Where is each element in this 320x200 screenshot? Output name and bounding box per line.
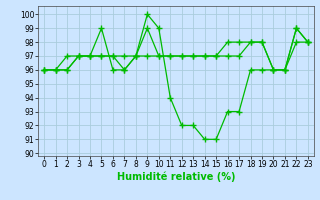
X-axis label: Humidité relative (%): Humidité relative (%)	[117, 172, 235, 182]
